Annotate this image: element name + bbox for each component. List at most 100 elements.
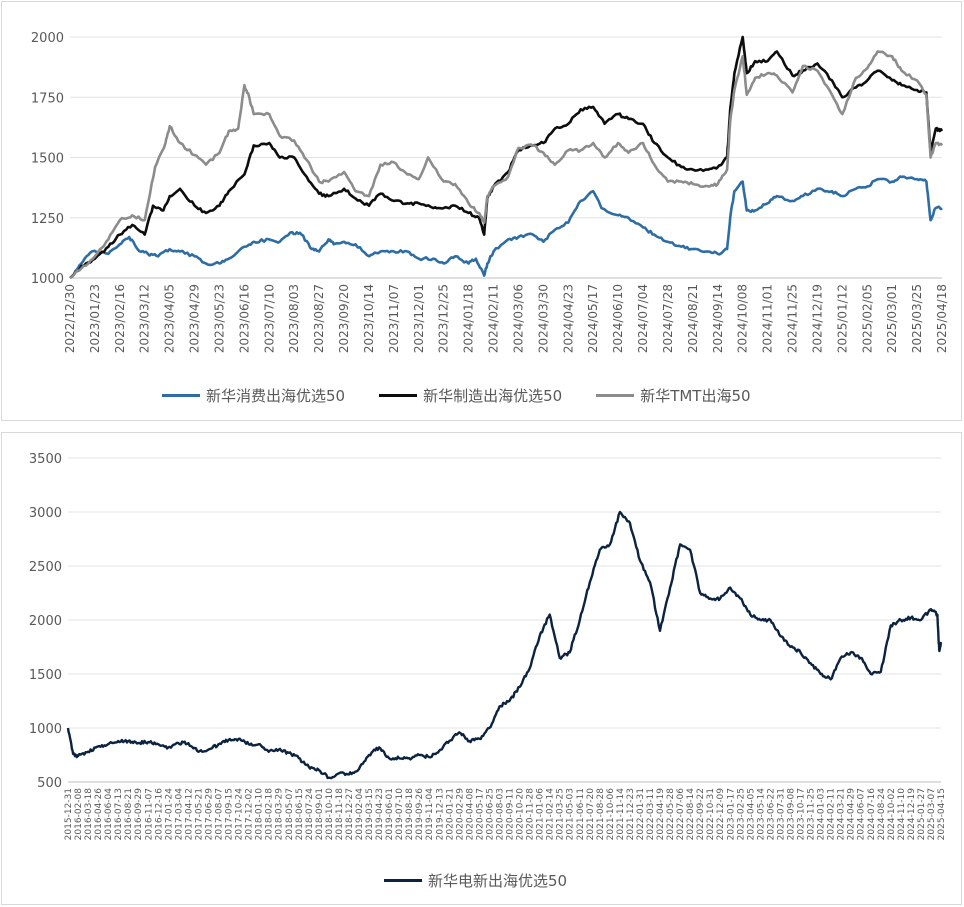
x-tick-label: 2024/10/08 xyxy=(736,284,750,353)
x-tick-label: 2016-07-13 xyxy=(114,788,124,840)
x-tick-label: 2021-01-06 xyxy=(536,788,546,841)
x-tick-label: 2024/08/21 xyxy=(686,284,700,353)
y-tick-label: 1500 xyxy=(31,152,64,167)
x-tick-label: 2024/04/23 xyxy=(561,284,575,353)
x-tick-label: 2016-11-07 xyxy=(144,788,154,840)
x-tick-label: 2024/09/14 xyxy=(711,284,725,353)
y-tick-label: 500 xyxy=(37,776,62,791)
x-tick-label: 2020-05-17 xyxy=(475,788,485,840)
chart-panel-bottom: 500 1000 1500 2000 2500 3000 3500 2015-12-31 201… xyxy=(1,432,962,905)
legend-item-new-energy: 新华电新出海优选50 xyxy=(384,870,567,891)
x-tick-label: 2017-08-07 xyxy=(215,788,225,840)
x-tick-label: 2017-03-04 xyxy=(174,788,184,841)
legend-swatch-new-energy xyxy=(384,879,422,882)
x-tick-label: 2018-01-10 xyxy=(255,788,265,841)
x-tick-label: 2025-01-27 xyxy=(917,788,927,840)
legend-label-manufacturing: 新华制造出海优选50 xyxy=(423,387,563,405)
x-tick-label: 2025/03/01 xyxy=(885,284,899,353)
x-tick-label: 2017-01-24 xyxy=(164,788,174,841)
x-tick-label: 2024-02-11 xyxy=(827,788,837,840)
x-tick-label: 2018-11-18 xyxy=(335,788,345,841)
x-tick-label: 2022-05-28 xyxy=(666,788,676,841)
x-tick-label: 2017-12-02 xyxy=(245,788,255,840)
x-tick-label: 2021-07-20 xyxy=(586,788,596,841)
x-tick-label: 2016-08-21 xyxy=(124,788,134,840)
x-tick-label: 2016-09-29 xyxy=(134,788,144,841)
x-tick-label: 2023/07/10 xyxy=(262,284,276,353)
x-tick-label: 2022-01-31 xyxy=(636,788,646,840)
x-tick-label: 2019-04-23 xyxy=(375,788,385,840)
x-tick-label: 2021-10-06 xyxy=(606,788,616,841)
x-tick-label: 2022-09-22 xyxy=(696,788,706,840)
x-tick-label: 2024/11/01 xyxy=(761,284,775,353)
x-tick-label: 2019-09-26 xyxy=(415,788,425,841)
x-tick-label: 2023/12/01 xyxy=(412,284,426,353)
x-tick-label: 2025/01/12 xyxy=(835,284,849,353)
x-tick-label: 2023/10/14 xyxy=(362,284,376,353)
x-tick-label: 2019-07-10 xyxy=(395,788,405,841)
x-tick-label: 2017-06-29 xyxy=(204,788,214,841)
x-tick-label: 2022-10-31 xyxy=(706,788,716,840)
x-tick-label: 2018-12-27 xyxy=(345,788,355,840)
legend-label-new-energy: 新华电新出海优选50 xyxy=(428,872,568,890)
x-tick-label: 2024/06/10 xyxy=(611,284,625,353)
x-tick-label: 2024/12/19 xyxy=(810,284,824,353)
x-tick-label: 2024-12-19 xyxy=(907,788,917,841)
legend-item-tmt: 新华TMT出海50 xyxy=(596,385,751,406)
x-tick-label: 2025-03-07 xyxy=(927,788,937,840)
x-tick-label: 2021-06-11 xyxy=(576,788,586,840)
x-tick-label: 2020-06-25 xyxy=(485,788,495,840)
x-tick-label: 2023/08/27 xyxy=(312,284,326,353)
x-tick-label: 2024-08-24 xyxy=(877,788,887,841)
x-tick-label: 2021-05-03 xyxy=(566,788,576,840)
x-tick-label: 2018-02-18 xyxy=(265,788,275,841)
x-tick-label: 2024-04-29 xyxy=(847,788,857,841)
x-tick-label: 2024-07-16 xyxy=(867,788,877,841)
x-tick-label: 2023-05-14 xyxy=(756,788,766,841)
y-tick-label: 3500 xyxy=(29,452,62,467)
x-tick-label: 2017-05-21 xyxy=(194,788,204,840)
x-tick-label: 2023-10-17 xyxy=(797,788,807,840)
x-tick-label: 2025/03/25 xyxy=(910,284,924,353)
y-tick-label: 1750 xyxy=(31,91,64,106)
x-tick-label: 2018-03-29 xyxy=(275,788,285,841)
x-tick-label: 2020-09-11 xyxy=(506,788,516,840)
x-tick-label: 2023-01-17 xyxy=(726,788,736,840)
x-tick-label: 2023-07-31 xyxy=(776,788,786,840)
legend-label-consumer: 新华消费出海优选50 xyxy=(206,387,346,405)
series-line xyxy=(69,50,944,280)
x-tick-label: 2024-10-02 xyxy=(887,788,897,840)
x-tick-label: 2022-12-09 xyxy=(716,788,726,841)
x-tick-label: 2024/07/04 xyxy=(636,284,650,353)
x-tick-label: 2018-06-15 xyxy=(295,788,305,840)
x-tick-label: 2020-04-08 xyxy=(465,788,475,841)
x-tick-label: 2017-04-12 xyxy=(184,788,194,840)
x-tick-label: 2024/02/11 xyxy=(487,284,501,353)
x-tick-label: 2023/01/23 xyxy=(88,284,102,353)
y-tick-label: 1000 xyxy=(31,272,64,287)
line-chart-top: 1000 1250 1500 1750 2000 2022/12/30 2023/01/23… xyxy=(31,31,949,353)
x-tick-label: 2023/05/23 xyxy=(212,284,226,353)
x-tick-label: 2023/03/12 xyxy=(138,284,152,353)
legend-item-consumer: 新华消费出海优选50 xyxy=(162,385,345,406)
legend-item-manufacturing: 新华制造出海优选50 xyxy=(379,385,562,406)
x-tick-label: 2022-08-14 xyxy=(686,788,696,841)
x-tick-label: 2023/09/20 xyxy=(337,284,351,353)
x-tick-label: 2023-11-25 xyxy=(807,788,817,840)
y-tick-label: 1500 xyxy=(29,668,62,683)
x-tick-label: 2020-02-29 xyxy=(455,788,465,841)
x-tick-label: 2024-11-10 xyxy=(897,788,907,841)
x-tick-label: 2023/04/05 xyxy=(163,284,177,353)
x-tick-label: 2018-09-01 xyxy=(315,788,325,840)
x-tick-label: 2023/12/25 xyxy=(437,284,451,353)
x-tick-label: 2025/04/18 xyxy=(935,284,949,353)
x-tick-label: 2025/02/05 xyxy=(860,284,874,353)
x-tick-label: 2021-11-14 xyxy=(616,788,626,841)
x-tick-label: 2020-08-03 xyxy=(495,788,505,840)
x-tick-label: 2024/07/28 xyxy=(661,284,675,353)
legend-swatch-consumer xyxy=(162,394,200,397)
x-tick-label: 2016-03-18 xyxy=(84,788,94,841)
x-tick-label: 2023/06/16 xyxy=(237,284,251,353)
x-tick-label: 2019-02-04 xyxy=(355,788,365,841)
chart-panel-top: 1000 1250 1500 1750 2000 2022/12/30 2023/01/23… xyxy=(1,1,962,421)
